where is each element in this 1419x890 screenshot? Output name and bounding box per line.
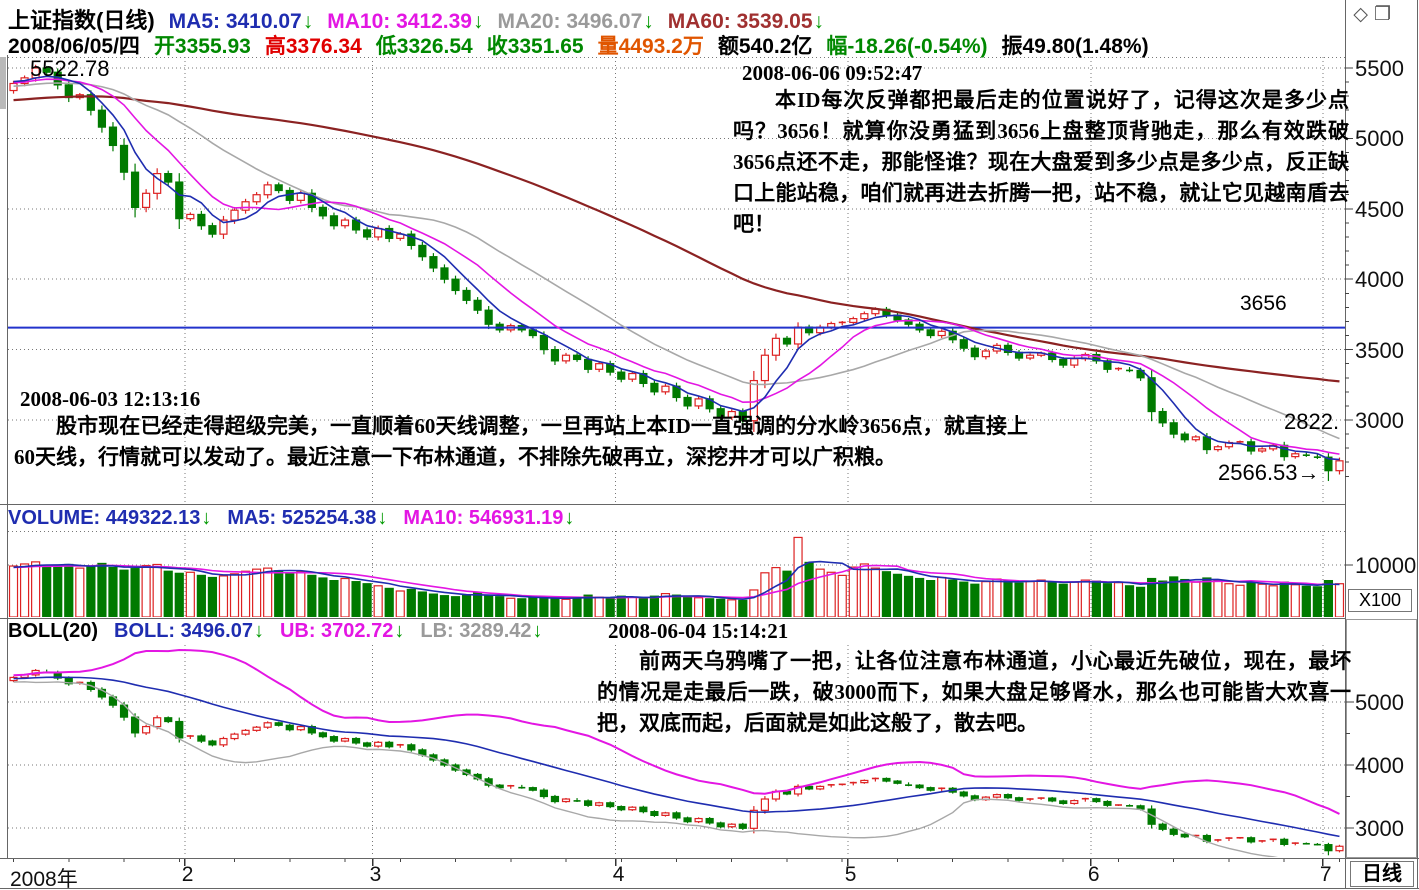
indicator-segment: 收3351.65	[486, 35, 584, 58]
price-axis-tick: 5000	[1355, 126, 1404, 152]
page-title: 上证指数(日线)	[8, 8, 155, 33]
price-axis-tick: 3500	[1355, 337, 1404, 363]
level-3656-label: 3656	[1240, 292, 1287, 315]
month-axis-label: 2	[181, 863, 194, 886]
indicator-segment: UB: 3702.72↓	[279, 620, 405, 642]
indicator-segment: 低3326.54	[375, 35, 473, 58]
month-axis-label: 3	[369, 863, 382, 886]
price-axis-tick: 5500	[1355, 56, 1404, 81]
indicator-segment: 高3376.34	[264, 35, 362, 58]
peak-price-label: 5522.78	[30, 56, 110, 81]
month-axis-label: 4	[612, 863, 625, 886]
down-arrow-icon: ↓	[532, 620, 543, 642]
volume-unit-box: X100	[1348, 589, 1412, 612]
boll-pane-header: BOLL(20) BOLL: 3496.07↓ UB: 3702.72↓ LB: 32…	[8, 620, 559, 643]
price-axis-tick: 4000	[1355, 267, 1404, 293]
indicator-segment: 2008/06/05/四	[8, 35, 140, 58]
volume-axis-tick: 10000	[1355, 553, 1417, 578]
indicator-segment: VOLUME: 449322.13↓	[8, 507, 212, 529]
down-arrow-icon: ↓	[564, 507, 575, 529]
indicator-segment: MA5: 525254.38↓	[227, 507, 388, 529]
month-axis-label: 7	[1319, 863, 1332, 886]
down-arrow-icon: ↓	[813, 10, 825, 33]
annotation-3-text: 前两天乌鸦嘴了一把，让各位注意布林通道，小心最近先破位，现在，最坏的情况是走最后…	[597, 649, 1351, 735]
left-scrollbar-stub[interactable]	[0, 57, 6, 109]
annotation-2-text: 股市现在已经走得超级完美，一直顺着60天线调整，一旦再站上本ID一直强调的分水岭…	[14, 414, 1028, 469]
indicator-segment: LB: 3289.42↓	[420, 620, 543, 642]
price-axis-tick: 4500	[1355, 196, 1404, 222]
indicator-segment: MA10: 546931.19↓	[403, 507, 575, 529]
main-pane[interactable]	[8, 57, 1345, 504]
indicator-segment: MA20: 3496.07↓	[497, 10, 654, 33]
boll-axis-tick: 5000	[1355, 690, 1404, 715]
boll-axis-tick: 3000	[1355, 816, 1404, 841]
indicator-segment: 额540.2亿	[717, 35, 813, 58]
down-arrow-icon: ↓	[473, 10, 484, 33]
indicator-segment: BOLL(20)	[8, 620, 98, 642]
diamond-icon[interactable]: ◇	[1353, 4, 1374, 25]
indicator-segment: 振49.80(1.48%)	[1001, 35, 1149, 58]
down-arrow-icon: ↓	[253, 620, 264, 642]
down-arrow-icon: ↓	[643, 10, 654, 33]
down-arrow-icon: ↓	[302, 10, 314, 33]
price-label-2566: 2566.53→	[1218, 460, 1320, 485]
annotation-2-datetime: 2008-06-03 12:13:16	[20, 387, 201, 411]
boll-axis-tick: 4000	[1355, 753, 1404, 778]
annotation-1-datetime: 2008-06-06 09:52:47	[742, 61, 923, 85]
boll-pane[interactable]	[8, 645, 1345, 860]
header-row-2: 2008/06/05/四 开3355.93 高3376.34 低3326.54 收335…	[8, 30, 1163, 60]
down-arrow-icon: ↓	[201, 507, 212, 529]
down-arrow-icon: ↓	[377, 507, 388, 529]
annotation-3-datetime: 2008-06-04 15:14:21	[608, 619, 789, 643]
volume-pane-header: VOLUME: 449322.13↓ MA5: 525254.38↓ MA10: 5…	[8, 507, 590, 530]
window-controls: ◇❐	[1353, 3, 1397, 26]
price-axis-tick: 3000	[1355, 408, 1404, 433]
indicator-segment: BOLL: 3496.07↓	[114, 620, 264, 642]
month-axis-label: 2008年	[10, 868, 78, 890]
down-arrow-icon: ↓	[394, 620, 405, 642]
indicator-segment: 幅-18.26(-0.54%)	[826, 35, 988, 58]
indicator-segment: 量4493.2万	[597, 35, 704, 58]
volume-pane[interactable]	[8, 531, 1345, 617]
indicator-segment: MA60: 3539.05↓	[667, 10, 825, 33]
cascade-windows-icon[interactable]: ❐	[1373, 4, 1397, 25]
period-selector[interactable]: 日线	[1350, 861, 1414, 887]
indicator-segment: 开3355.93	[153, 35, 251, 58]
indicator-segment: MA5: 3410.07↓	[168, 10, 314, 33]
month-axis-label: 6	[1087, 863, 1100, 886]
indicator-segment: MA10: 3412.39↓	[327, 10, 484, 33]
header-row-1: 上证指数(日线) MA5: 3410.07↓ MA10: 3412.39↓ MA20:…	[8, 3, 838, 35]
annotation-1-text: 本ID每次反弹都把最后走的位置说好了，记得这次是多少点吗？3656！就算你没勇猛…	[733, 88, 1349, 236]
price-label-2822: 2822.	[1284, 409, 1340, 434]
month-axis-label: 5	[844, 863, 857, 886]
